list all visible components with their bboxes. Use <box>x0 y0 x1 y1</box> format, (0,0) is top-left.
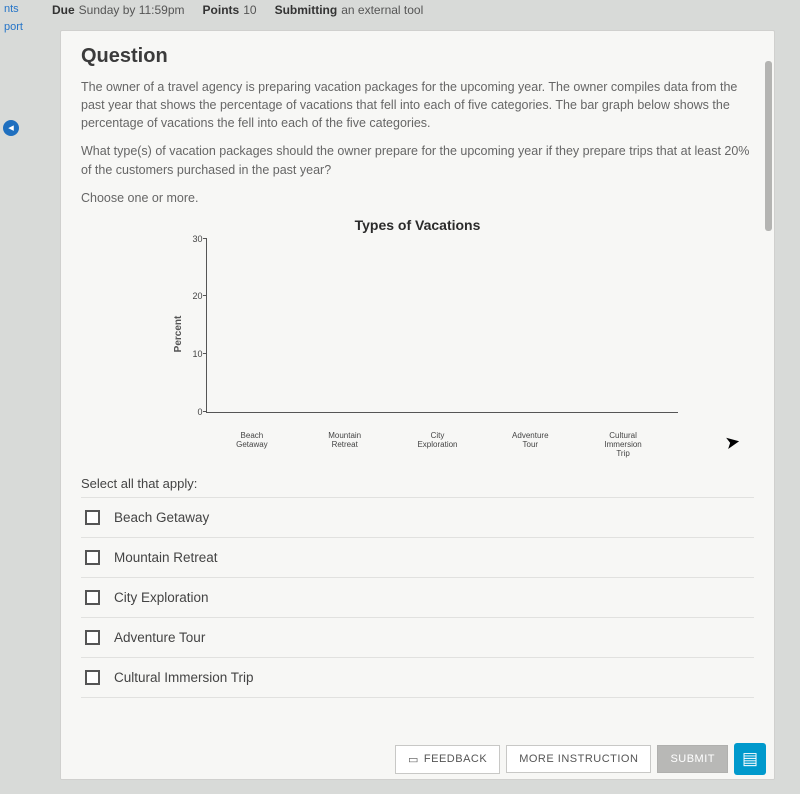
more-instruction-label: MORE INSTRUCTION <box>519 753 638 765</box>
answer-option-label: Mountain Retreat <box>114 550 218 565</box>
chart-ytick: 10 <box>187 349 203 359</box>
checkbox[interactable] <box>85 550 100 565</box>
feedback-label: FEEDBACK <box>424 753 487 765</box>
answer-option-label: Cultural Immersion Trip <box>114 670 254 685</box>
answer-option[interactable]: Cultural Immersion Trip <box>81 658 754 698</box>
assignment-meta: Due Sunday by 11:59pm Points10 Submitting… <box>48 0 800 22</box>
submit-button[interactable]: SUBMIT <box>657 745 728 773</box>
points-value: 10 <box>243 3 256 17</box>
checkbox[interactable] <box>85 590 100 605</box>
feedback-button[interactable]: ▭ FEEDBACK <box>395 745 500 774</box>
left-nav: nts port ◂ <box>0 0 48 794</box>
checkbox[interactable] <box>85 670 100 685</box>
more-instruction-button[interactable]: MORE INSTRUCTION <box>506 745 651 773</box>
question-text-1: The owner of a travel agency is preparin… <box>81 78 754 132</box>
answer-option-label: Beach Getaway <box>114 510 209 525</box>
question-text-2: What type(s) of vacation packages should… <box>81 142 754 178</box>
due-label: Due <box>52 3 75 17</box>
answer-option[interactable]: Mountain Retreat <box>81 538 754 578</box>
nav-link-assignments[interactable]: nts <box>0 0 48 18</box>
question-heading: Question <box>81 45 754 68</box>
due-value: Sunday by 11:59pm <box>79 3 185 17</box>
answer-option-label: City Exploration <box>114 590 209 605</box>
chat-button[interactable]: ▤ <box>734 743 766 775</box>
question-panel: Question The owner of a travel agency is… <box>60 30 775 780</box>
select-prompt: Select all that apply: <box>81 476 754 491</box>
answer-option[interactable]: City Exploration <box>81 578 754 618</box>
checkbox[interactable] <box>85 510 100 525</box>
chart-ytick: 20 <box>187 291 203 301</box>
comment-icon: ▭ <box>408 753 419 766</box>
scrollbar-thumb[interactable] <box>765 61 772 231</box>
chart-ytick: 0 <box>187 407 203 417</box>
chart-xlabel: Adventure Tour <box>505 431 555 458</box>
chart-xlabel: City Exploration <box>412 431 462 458</box>
points-label: Points <box>203 3 240 17</box>
answer-options: Beach Getaway Mountain Retreat City Explor… <box>81 497 754 698</box>
chart-xlabel: Beach Getaway <box>227 431 277 458</box>
answer-option[interactable]: Adventure Tour <box>81 618 754 658</box>
nav-link-report[interactable]: port <box>0 18 48 36</box>
question-instruction: Choose one or more. <box>81 189 754 207</box>
chart-xlabel: Mountain Retreat <box>320 431 370 458</box>
scrollbar[interactable] <box>764 61 772 719</box>
submit-label: SUBMIT <box>670 753 715 765</box>
nav-marker-icon[interactable]: ◂ <box>3 120 19 136</box>
vacation-chart: Types of Vacations Percent 0102030 Beach… <box>158 217 678 458</box>
chart-xlabel: Cultural Immersion Trip <box>598 431 648 458</box>
answer-option-label: Adventure Tour <box>114 630 205 645</box>
chart-plot: 0102030 <box>206 239 678 413</box>
chart-title: Types of Vacations <box>158 217 678 233</box>
cursor-icon: ➤ <box>723 431 742 454</box>
checkbox[interactable] <box>85 630 100 645</box>
submitting-label: Submitting <box>275 3 338 17</box>
chart-ytick: 30 <box>187 234 203 244</box>
submitting-value: an external tool <box>341 3 423 17</box>
answer-option[interactable]: Beach Getaway <box>81 498 754 538</box>
chat-icon: ▤ <box>742 749 758 769</box>
action-bar: ▭ FEEDBACK MORE INSTRUCTION SUBMIT ▤ <box>61 739 774 779</box>
chart-y-label: Percent <box>172 315 183 352</box>
